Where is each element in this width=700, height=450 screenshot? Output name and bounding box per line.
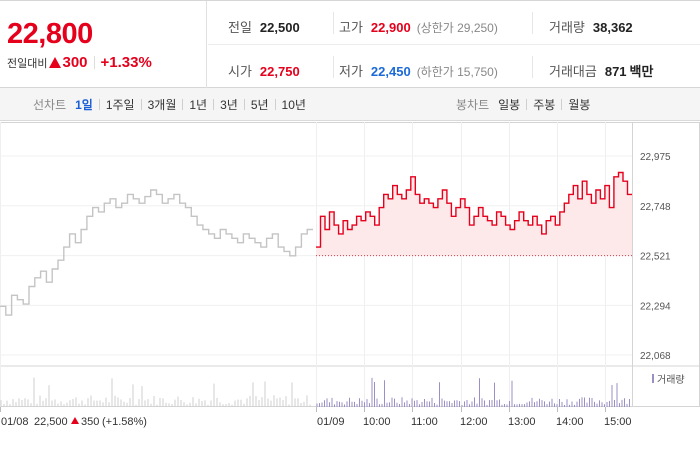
stat-high: 고가 22,900 (상한가 29,250) [339,17,498,36]
divider [274,99,276,110]
volume-legend-swatch [652,374,654,383]
x-label-time: 12:00 [460,416,488,428]
stat-label: 고가 [339,20,363,35]
divider [208,44,700,45]
line-chart-label: 선차트 [33,98,67,112]
stat-value: 22,900 [370,20,411,35]
quote-header: 22,800 전일대비 300 +1.33% 전일 22,500 고가 22,9… [0,0,700,88]
change-label: 전일대비 [7,57,48,70]
divider [243,99,245,110]
y-tick-label: 22,068 [640,351,671,362]
stat-value: 22,450 [370,64,411,79]
x-label-time: 11:00 [411,416,438,428]
stat-value: 38,362 [592,20,633,35]
chart-frame [0,122,700,407]
price-box: 22,800 전일대비 300 +1.33% [0,1,207,88]
stat-volume: 거래량 38,362 [549,17,633,36]
stat-label: 거래량 [549,20,585,35]
y-tick-label: 22,521 [640,252,671,263]
stat-unit: 백만 [629,64,654,79]
triangle-up-icon [71,417,79,424]
x-label-today-date: 01/09 [317,416,345,428]
stat-open: 시가 22,750 [228,61,300,80]
stat-label: 저가 [339,64,363,79]
tab-1-year[interactable]: 1년 [189,98,208,112]
tab-daily-candle[interactable]: 일봉 [498,98,521,112]
change-row: 전일대비 300 +1.33% [7,54,152,71]
divider [140,99,142,110]
divider [213,99,215,110]
today-area-fill [316,172,632,256]
tab-monthly-candle[interactable]: 월봉 [568,98,591,112]
tab-1-day[interactable]: 1일 [75,98,93,112]
stat-low: 저가 22,450 (하한가 15,750) [339,61,498,80]
divider [526,99,528,110]
stat-prev-close: 전일 22,500 [228,17,300,36]
current-price: 22,800 [7,18,93,50]
tab-10-years[interactable]: 10년 [281,98,306,112]
tab-1-week[interactable]: 1주일 [105,98,135,112]
stat-value: 871 [604,64,627,79]
intraday-chart: 22,975 22,748 22,521 22,294 22,068 거래량 01/08 22… [0,122,700,450]
change-value: 300 [62,54,88,71]
volume-legend-label: 거래량 [657,374,685,386]
chart-canvas: 22,975 22,748 22,521 22,294 22,068 거래량 01/08 22… [0,122,700,428]
previous-day-series-line [0,189,313,316]
candle-chart-tabs: 봉차트 일봉 주봉 월봉 [456,88,590,121]
y-tick-label: 22,748 [640,202,671,213]
divider [532,56,533,78]
divider [98,99,100,110]
candle-chart-label: 봉차트 [456,98,490,112]
x-label-time: 13:00 [508,416,536,428]
tab-weekly-candle[interactable]: 주봉 [533,98,556,112]
x-label-prev-date: 01/08 [1,416,29,428]
x-label-time: 14:00 [556,416,584,428]
change-rate: +1.33% [100,54,152,71]
stat-lower-limit: (하한가 15,750) [416,65,498,79]
stat-trade-amount: 거래대금 871 백만 [549,61,653,80]
stat-label: 거래대금 [549,64,597,79]
y-tick-label: 22,294 [640,301,671,312]
divider [333,12,334,34]
tab-3-months[interactable]: 3개월 [147,98,177,112]
x-label-time: 15:00 [604,416,632,428]
x-label-time: 10:00 [363,416,391,428]
divider [561,99,563,110]
divider [182,99,184,110]
prev-day-change-rate-label: (+1.58%) [102,416,147,428]
stat-label: 시가 [228,64,252,79]
y-tick-label: 22,975 [640,152,671,163]
stat-value: 22,750 [259,64,300,79]
triangle-up-icon [49,57,62,68]
stat-upper-limit: (상한가 29,250) [416,21,498,35]
prev-day-change-label: 350 [81,416,99,428]
line-chart-tabs: 선차트 1일 1주일 3개월 1년 3년 5년 10년 [33,88,306,121]
today-series-line [316,171,632,248]
tab-3-years[interactable]: 3년 [220,98,238,112]
tab-5-years[interactable]: 5년 [250,98,269,112]
divider [93,56,95,69]
prev-day-close-label: 22,500 [34,416,68,428]
stat-value: 22,500 [259,20,300,35]
stat-label: 전일 [228,20,252,35]
divider [532,12,533,34]
period-tab-bar: 선차트 1일 1주일 3개월 1년 3년 5년 10년 봉차트 일봉 주봉 월봉 [0,88,700,121]
divider [333,56,334,78]
